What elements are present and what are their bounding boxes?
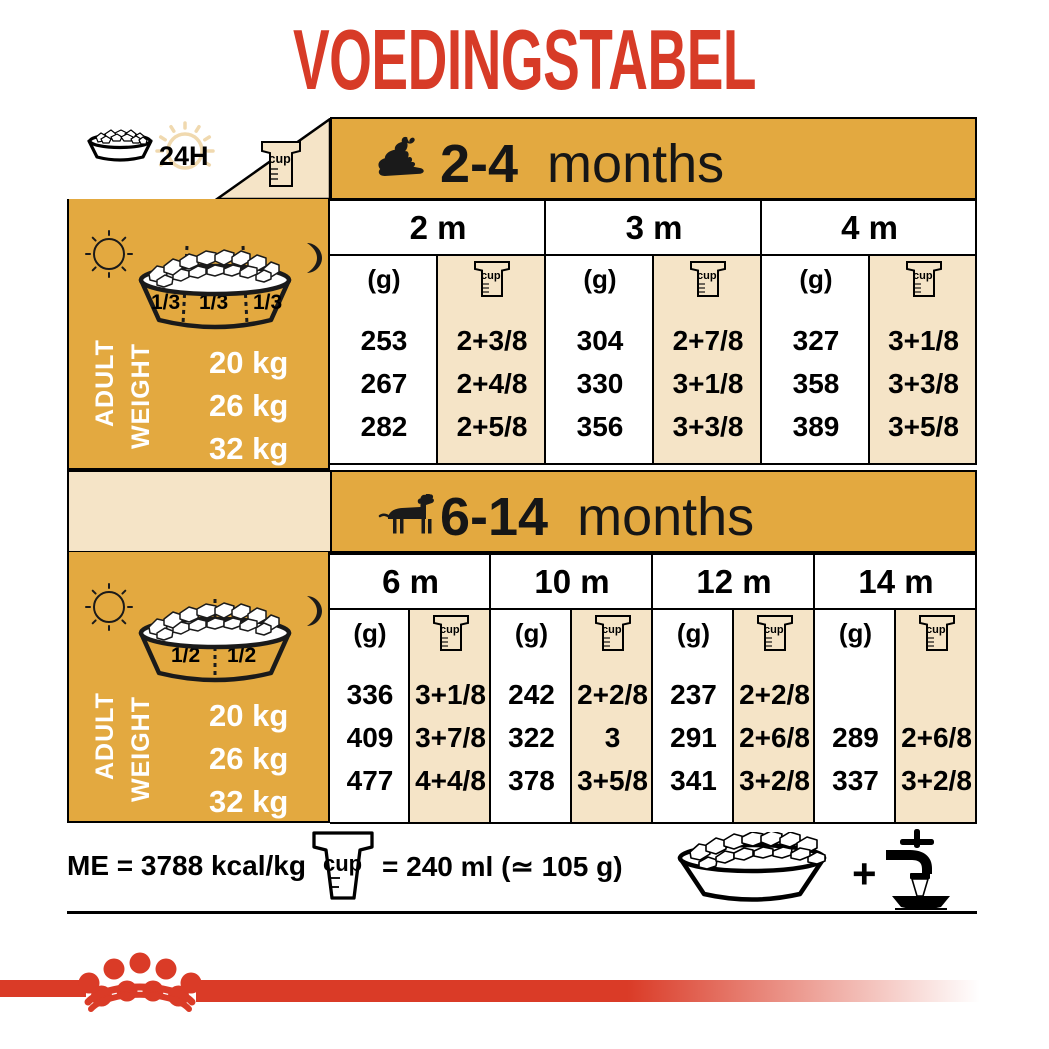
svg-text:cup: cup [926,624,946,636]
svg-text:cup: cup [764,624,784,636]
svg-text:1/3: 1/3 [253,291,282,314]
svg-text:cup: cup [913,270,933,282]
svg-text:cup: cup [440,624,460,636]
svg-text:24H: 24H [159,141,209,171]
svg-text:cup: cup [602,624,622,636]
svg-text:cup: cup [697,270,717,282]
svg-text:cup: cup [269,152,292,166]
svg-text:cup: cup [323,851,362,876]
svg-text:cup: cup [481,270,501,282]
